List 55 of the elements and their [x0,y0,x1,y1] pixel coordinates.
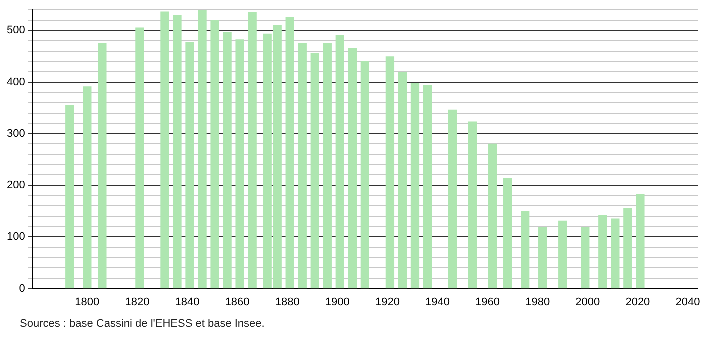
x-tick-label: 1980 [526,296,550,308]
x-tick-label: 1940 [426,296,450,308]
x-tick-label: 2020 [626,296,650,308]
bar [521,211,530,289]
x-tick-label: 1900 [325,296,350,308]
bar [186,42,194,289]
bar [360,61,370,289]
y-tick-label: 400 [6,76,26,88]
x-tick-label: 1840 [175,296,200,308]
bar [298,43,307,289]
bar [98,43,107,289]
bar [248,12,257,289]
bar [503,178,512,289]
bar [538,227,548,289]
bar [210,20,220,289]
y-tick-label: 100 [6,231,26,244]
x-tick-label: 1960 [476,296,500,308]
bar [624,208,632,289]
bar [448,110,458,289]
bar [286,17,294,289]
bar [310,53,320,289]
bar [236,40,244,289]
bar [160,12,170,289]
x-tick-label: 2040 [676,296,700,308]
y-tick-label: 300 [6,128,26,140]
bar [136,28,144,289]
x-tick-label: 1800 [75,296,100,308]
bar [488,144,498,289]
bar [223,32,232,289]
y-tick-label: 0 [19,282,26,295]
x-tick-label: 1880 [275,296,300,308]
x-tick-label: 2000 [576,296,600,308]
x-tick-label: 1920 [375,296,400,308]
bar [323,43,332,289]
bar [636,194,645,289]
bar [173,15,182,289]
bar [581,227,590,289]
bar [83,86,92,289]
bar [410,82,420,289]
bar [336,35,344,289]
bar [423,85,432,289]
bar [386,56,395,289]
bar [468,122,478,289]
source-note: Sources : base Cassini de l'EHESS et base Insee. [20,318,265,330]
bar [198,10,207,289]
x-tick-label: 1820 [125,296,150,308]
bar [398,72,408,289]
bar [611,218,620,289]
bar [598,215,608,289]
y-tick-label: 200 [6,180,26,192]
x-tick-label: 1860 [225,296,250,308]
bar [558,220,568,289]
y-tick-label: 500 [6,24,26,37]
bar [348,48,357,289]
bar [66,105,74,289]
